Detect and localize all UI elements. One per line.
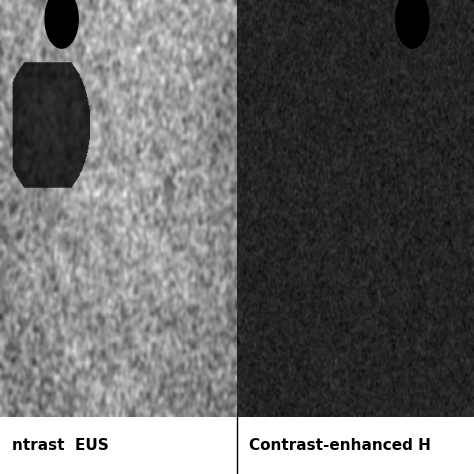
Circle shape	[45, 0, 78, 48]
Text: ntrast  EUS: ntrast EUS	[12, 438, 109, 453]
Circle shape	[396, 0, 429, 48]
Text: Contrast-enhanced H: Contrast-enhanced H	[249, 438, 431, 453]
